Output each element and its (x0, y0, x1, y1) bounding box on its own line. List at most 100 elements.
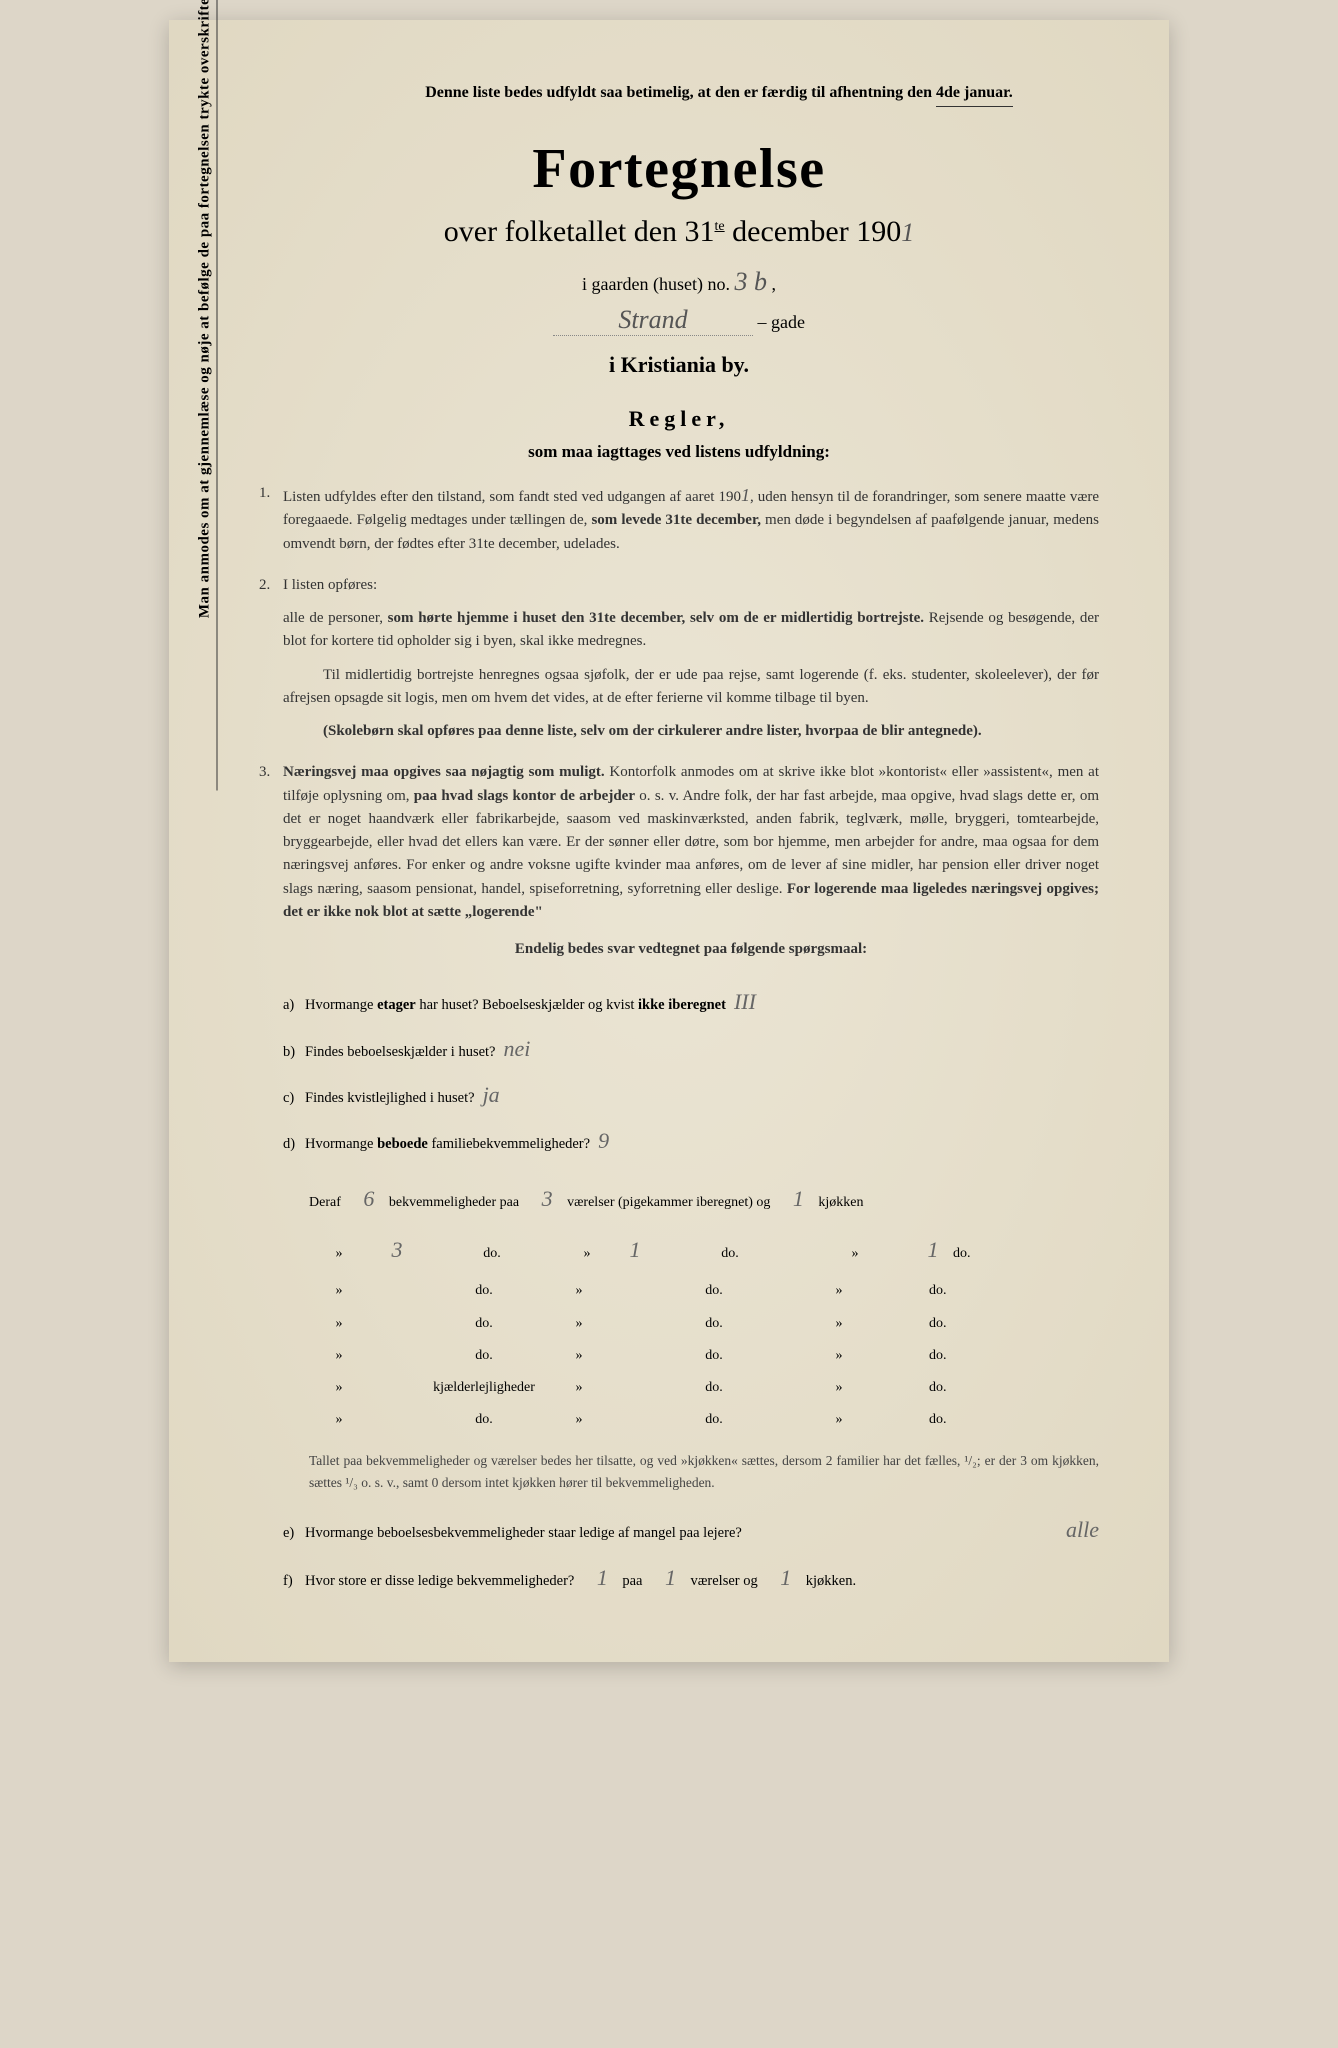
qa-answer: III (734, 979, 756, 1025)
question-f: f) Hvor store er disse ledige bekvemmeli… (283, 1554, 1099, 1602)
street-line: Strand – gade (259, 305, 1099, 336)
qc-text: Findes kvistlejlighed i huset? (305, 1083, 475, 1113)
do-cell: do. (409, 1308, 559, 1340)
spacer: » (789, 1340, 889, 1372)
subtitle-post: december 190 (732, 215, 901, 248)
year-handwritten: 1 (901, 218, 914, 247)
qf-a2: 1 (651, 1554, 691, 1602)
qf-text: Hvor store er disse ledige bekvemmelighe… (305, 1566, 574, 1598)
ordinal-suffix: te (715, 219, 725, 234)
spacer: » (309, 1340, 369, 1372)
qf-paa: paa (622, 1566, 642, 1598)
do-cell: do. (639, 1372, 789, 1404)
table-row: » 3 do. » 1 do. » 1 do. (309, 1225, 1099, 1276)
rule-2: 2. I listen opføres: alle de personer, s… (259, 574, 1099, 744)
do-cell: do. (639, 1275, 789, 1307)
rules-heading: Regler, (259, 406, 1099, 432)
rule1-year: 1 (741, 485, 750, 505)
city-line: i Kristiania by. (259, 352, 1099, 378)
bottom-note: Tallet paa bekvemmeligheder og værelser … (259, 1450, 1099, 1493)
do-cell: do. (417, 1238, 567, 1270)
house-number: 3 b (734, 267, 767, 296)
rule3-a: Næringsvej maa opgives saa nøjagtig som … (283, 764, 605, 780)
spacer: » (309, 1275, 369, 1307)
spacer: » (805, 1238, 905, 1270)
main-title: Fortegnelse (259, 137, 1099, 201)
street-name: Strand (618, 305, 687, 334)
qe-text: Hvormange beboelsesbekvemmeligheder staa… (305, 1518, 742, 1550)
street-dotted: Strand (553, 305, 753, 336)
qa-text: Hvormange (305, 990, 373, 1020)
top-note-text: Denne liste bedes udfyldt saa betimelig,… (425, 84, 932, 101)
spacer: » (789, 1275, 889, 1307)
rule1-a: Listen udfyldes efter den tilstand, som … (283, 489, 741, 505)
subtitle-pre: over folketallet den 31 (444, 215, 715, 248)
subtitle: over folketallet den 31te december 1901 (259, 215, 1099, 249)
rule2-e: (Skolebørn skal opføres paa denne liste,… (283, 720, 1099, 743)
qa-bold: etager (377, 990, 416, 1020)
qb-text: Findes beboelseskjælder i huset? (305, 1037, 495, 1067)
spacer: » (559, 1404, 599, 1436)
rule-3: 3. Næringsvej maa opgives saa nøjagtig s… (259, 761, 1099, 961)
question-e: e) Hvormange beboelsesbekvemmeligheder s… (283, 1506, 1099, 1554)
gaarden-label: i gaarden (huset) no. (582, 274, 730, 294)
q-label: e) (283, 1518, 305, 1550)
question-a: a) Hvormange etager har huset? Beboelses… (283, 979, 1099, 1025)
rules-subheading: som maa iagttages ved listens udfyldning… (259, 442, 1099, 462)
do-cell: do. (639, 1404, 789, 1436)
do-cell: do. (953, 1238, 971, 1270)
house-number-line: i gaarden (huset) no. 3 b , (259, 267, 1099, 297)
q-label: c) (283, 1083, 305, 1113)
qf-vaer: værelser og (691, 1566, 758, 1598)
rule3-c: paa hvad slags kontor de arbejder (414, 788, 635, 804)
label-vaer: værelser (pigekammer iberegnet) og (567, 1187, 770, 1219)
rule1-c: som levede 31te december, (591, 512, 761, 528)
do-cell: do. (639, 1340, 789, 1372)
spacer: » (559, 1340, 599, 1372)
top-note-date: 4de januar. (936, 80, 1013, 107)
do-cell: do. (409, 1275, 559, 1307)
rule-number: 2. (259, 574, 270, 597)
cell-kitchen: 1 (778, 1174, 818, 1225)
qe-answer: alle (1066, 1506, 1099, 1554)
table-row: » kjælderlejligheder » do. » do. (309, 1372, 1099, 1404)
do-cell: do. (929, 1275, 947, 1307)
do-cell: do. (929, 1404, 947, 1436)
qf-kjok: kjøkken. (806, 1566, 856, 1598)
label-bekv: bekvemmeligheder paa (389, 1187, 519, 1219)
deraf-label: Deraf (309, 1187, 341, 1219)
vertical-instruction: Man anmodes om at gjennemlæse og nøje at… (197, 0, 218, 791)
do-cell: do. (929, 1372, 947, 1404)
q-label: a) (283, 990, 305, 1020)
table-row: Deraf 6 bekvemmeligheder paa 3 værelser … (309, 1174, 1099, 1225)
do-cell: do. (409, 1404, 559, 1436)
qf-a3: 1 (766, 1554, 806, 1602)
do-cell: do. (655, 1238, 805, 1270)
table-row: » do. » do. » do. (309, 1404, 1099, 1436)
q-label: f) (283, 1566, 305, 1598)
top-note: Denne liste bedes udfyldt saa betimelig,… (259, 80, 1099, 107)
spacer: » (309, 1372, 369, 1404)
qa-bold2: ikke iberegnet (638, 990, 726, 1020)
rule-number: 3. (259, 761, 270, 784)
label-kjokken: kjøkken (818, 1187, 863, 1219)
rule2-d: Til midlertidig bortrejste henregnes ogs… (283, 664, 1099, 711)
questions-block: a) Hvormange etager har huset? Beboelses… (259, 979, 1099, 1164)
census-form-page: Man anmodes om at gjennemlæse og nøje at… (169, 20, 1169, 1662)
gade-label: – gade (758, 312, 805, 332)
spacer: » (559, 1275, 599, 1307)
spacer: » (559, 1308, 599, 1340)
question-d: d) Hvormange beboede familiebekvemmeligh… (283, 1118, 1099, 1164)
q-label: b) (283, 1037, 305, 1067)
question-b: b) Findes beboelseskjælder i huset? nei (283, 1026, 1099, 1072)
endelig-heading: Endelig bedes svar vedtegnet paa følgend… (283, 938, 1099, 961)
do-cell: do. (639, 1308, 789, 1340)
do-cell: do. (929, 1340, 947, 1372)
question-c: c) Findes kvistlejlighed i huset? ja (283, 1072, 1099, 1118)
rule-number: 1. (259, 482, 270, 505)
cell-rooms: 1 (615, 1225, 655, 1276)
qd-post: familiebekvemmeligheder? (431, 1129, 590, 1159)
do-cell: do. (409, 1340, 559, 1372)
cell-kitchen: 1 (913, 1225, 953, 1276)
qc-answer: ja (483, 1072, 500, 1118)
